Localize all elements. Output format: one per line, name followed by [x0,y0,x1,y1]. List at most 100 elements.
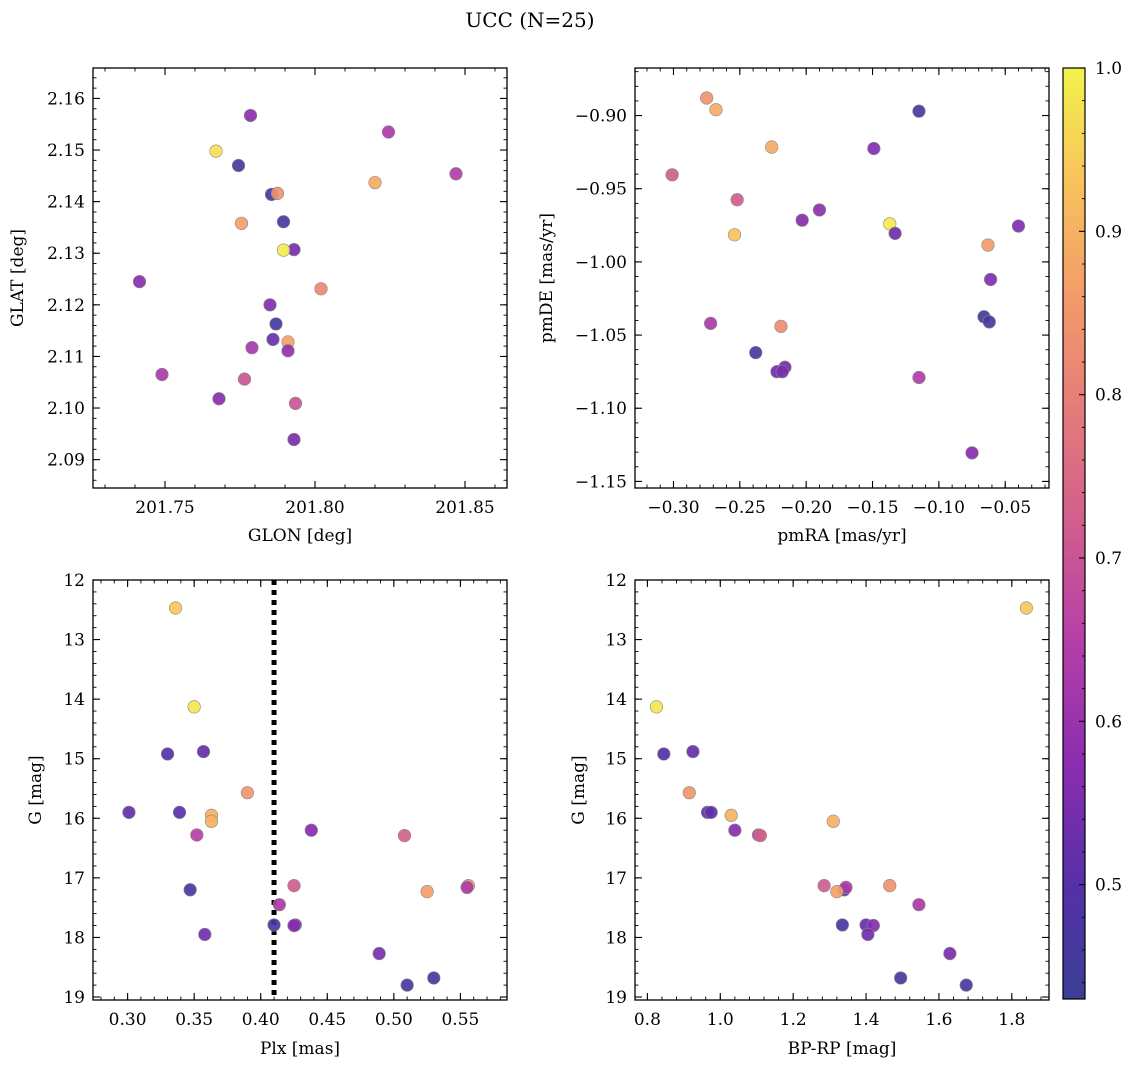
scatter-point [749,346,763,360]
scatter-point [943,946,957,961]
scatter-point [982,315,996,329]
axes-frame [634,67,1050,489]
x-tick-label: −0.10 [913,498,965,518]
x-tick-label: 201.85 [435,498,494,518]
scatter-point [460,880,474,895]
colorbar-tick-label: 0.6 [1095,712,1122,732]
scatter-point [700,91,714,105]
scatter-point [304,823,318,837]
scatter-point [883,879,897,893]
colorbar-bar [1062,67,1086,1000]
x-tick-label: 201.80 [285,498,344,518]
x-axis-label: GLON [deg] [248,526,352,546]
y-tick-label: −1.00 [575,253,627,273]
scatter-point [314,282,328,296]
scatter-point [812,203,827,217]
scatter-point [795,213,809,227]
y-tick-label: −0.95 [575,180,627,200]
scatter-point [959,978,973,992]
y-tick-label: −1.05 [575,326,627,346]
y-axis-label: pmDE [mas/yr] [537,213,557,343]
scatter-point [287,432,301,447]
colorbar-tick-label: 0.5 [1095,876,1122,896]
scatter-point [449,167,463,181]
scatter-point [276,243,291,257]
scatter-point [132,275,147,289]
scatter-point [774,319,788,333]
scatter-point [835,918,849,932]
y-tick-label: 2.11 [47,347,85,367]
scatter-point [269,317,283,331]
scatter-point [122,805,136,819]
scatter-point [240,786,255,800]
y-tick-label: −1.15 [575,472,627,492]
y-tick-label: 18 [605,928,627,948]
scatter-point [686,744,700,759]
y-tick-label: 2.14 [47,193,85,213]
y-axis-label: G [mag] [26,755,46,824]
y-tick-label: 17 [605,869,627,889]
scatter-point [888,226,902,240]
x-tick-label: 201.75 [135,498,194,518]
scatter-point [826,814,840,828]
scatter-point [981,238,995,252]
scatter-point [420,884,434,899]
y-tick-label: −1.10 [575,399,627,419]
scatter-point [245,341,259,355]
colorbar-tick-label: 1.0 [1095,59,1122,79]
scatter-point [984,272,998,287]
axes-frame [92,67,508,489]
x-tick-label: −0.15 [846,498,898,518]
x-axis-label: BP-RP [mag] [788,1039,897,1059]
scatter-point [196,744,211,759]
scatter-point [187,700,201,714]
colorbar: 0.5 0.6 0.7 0.8 0.9 1.0 [1062,59,1122,1000]
y-tick-label: 12 [63,571,85,591]
colorbar-tick-label: 0.7 [1095,549,1122,569]
scatter-point [155,367,169,382]
x-tick-label: 1.6 [925,1010,952,1030]
y-axis-label: GLAT [deg] [8,229,28,327]
scatter-point [263,298,277,312]
scatter-point [727,228,742,242]
x-tick-label: −0.20 [780,498,832,518]
scatter-point [168,601,183,615]
scatter-point [198,927,212,942]
scatter-point [912,104,926,118]
scatter-point [243,108,258,123]
scatter-point [704,316,718,330]
scatter-point [830,884,844,899]
scatter-point [266,332,280,347]
scatter-point [400,978,414,992]
scatter-point [287,879,301,893]
y-tick-label: 14 [605,690,627,710]
scatter-point [724,808,738,822]
scatter-point [204,814,219,828]
x-tick-label: 1.8 [998,1010,1025,1030]
y-tick-label: 2.16 [47,89,85,109]
scatter-point [861,927,875,942]
scatter-point [730,193,744,207]
scatter-point [368,175,382,190]
scatter-point [753,828,767,843]
x-tick-label: 0.55 [441,1010,479,1030]
y-tick-label: 17 [63,869,85,889]
colorbar-tick-label: 0.9 [1095,222,1122,242]
x-tick-label: −0.05 [979,498,1031,518]
y-axis-label: G [mag] [569,755,589,824]
scatter-point [288,396,303,410]
scatter-point [665,168,679,182]
x-tick-label: 1.2 [780,1010,807,1030]
scatter-point [272,898,286,912]
scatter-point [372,946,386,961]
scatter-point [657,747,671,761]
scatter-point [212,392,226,406]
scatter-point [209,144,223,158]
x-tick-label: 1.0 [707,1010,734,1030]
y-tick-label: 15 [63,750,85,770]
scatter-point [775,365,789,379]
scatter-point [267,918,281,932]
y-tick-label: 13 [63,631,85,651]
panel-bprp-g: 0.8 1.0 1.2 1.4 1.6 1.8 12 13 14 15 16 17 18 19 BP-RP … [569,571,1050,1059]
